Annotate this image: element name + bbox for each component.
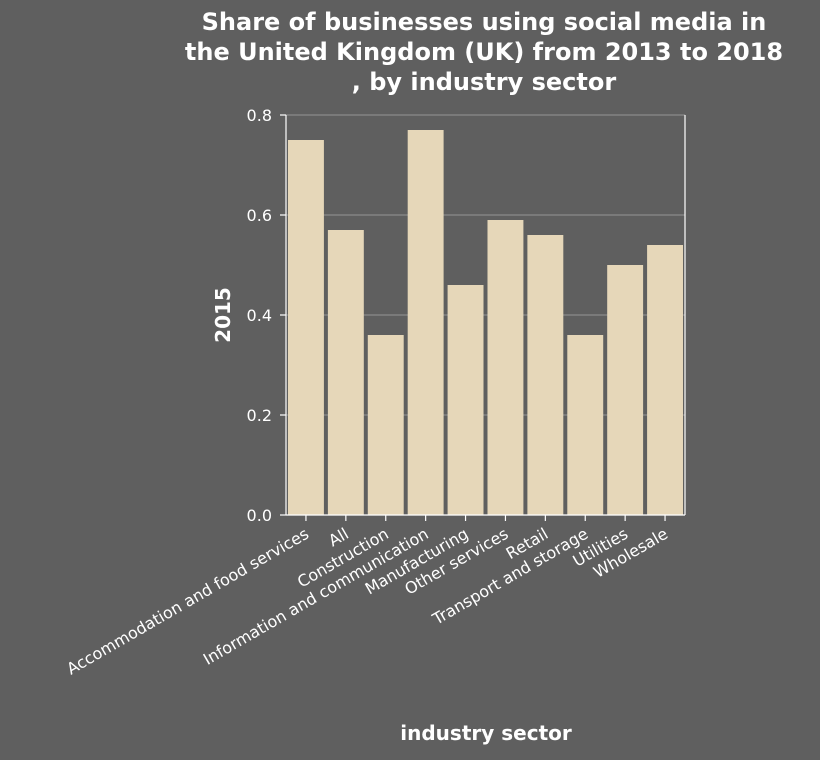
x-axis-label: industry sector — [400, 721, 572, 745]
bar-information-and-communication — [407, 130, 444, 515]
chart-title-line-2: the United Kingdom (UK) from 2013 to 201… — [185, 38, 783, 66]
x-tick-label: Information and communication — [200, 524, 432, 669]
chart-title: Share of businesses using social media i… — [185, 8, 783, 96]
bar-other-services — [487, 220, 524, 515]
bar-wholesale — [647, 245, 684, 515]
bar-all — [327, 230, 364, 515]
bar-accommodation-and-food-services — [287, 140, 324, 515]
y-tick-label: 0.0 — [247, 506, 272, 525]
y-axis-ticks: 0.0 0.2 0.4 0.6 0.8 — [247, 106, 286, 525]
bar-retail — [527, 235, 564, 515]
x-axis-ticks: Accommodation and food services AllConstr… — [63, 515, 671, 678]
x-tick-label: Accommodation and food services — [63, 524, 312, 678]
bars — [287, 130, 684, 515]
bar-construction — [367, 335, 404, 515]
chart-title-line-1: Share of businesses using social media i… — [202, 8, 767, 36]
y-tick-label: 0.4 — [247, 306, 272, 325]
y-axis-label: 2015 — [211, 287, 235, 343]
bar-manufacturing — [447, 285, 484, 515]
y-tick-label: 0.8 — [247, 106, 272, 125]
y-tick-label: 0.2 — [247, 406, 272, 425]
chart-title-line-3: , by industry sector — [352, 68, 617, 96]
y-tick-label: 0.6 — [247, 206, 272, 225]
bar-transport-and-storage — [567, 335, 604, 515]
bar-utilities — [607, 265, 644, 515]
